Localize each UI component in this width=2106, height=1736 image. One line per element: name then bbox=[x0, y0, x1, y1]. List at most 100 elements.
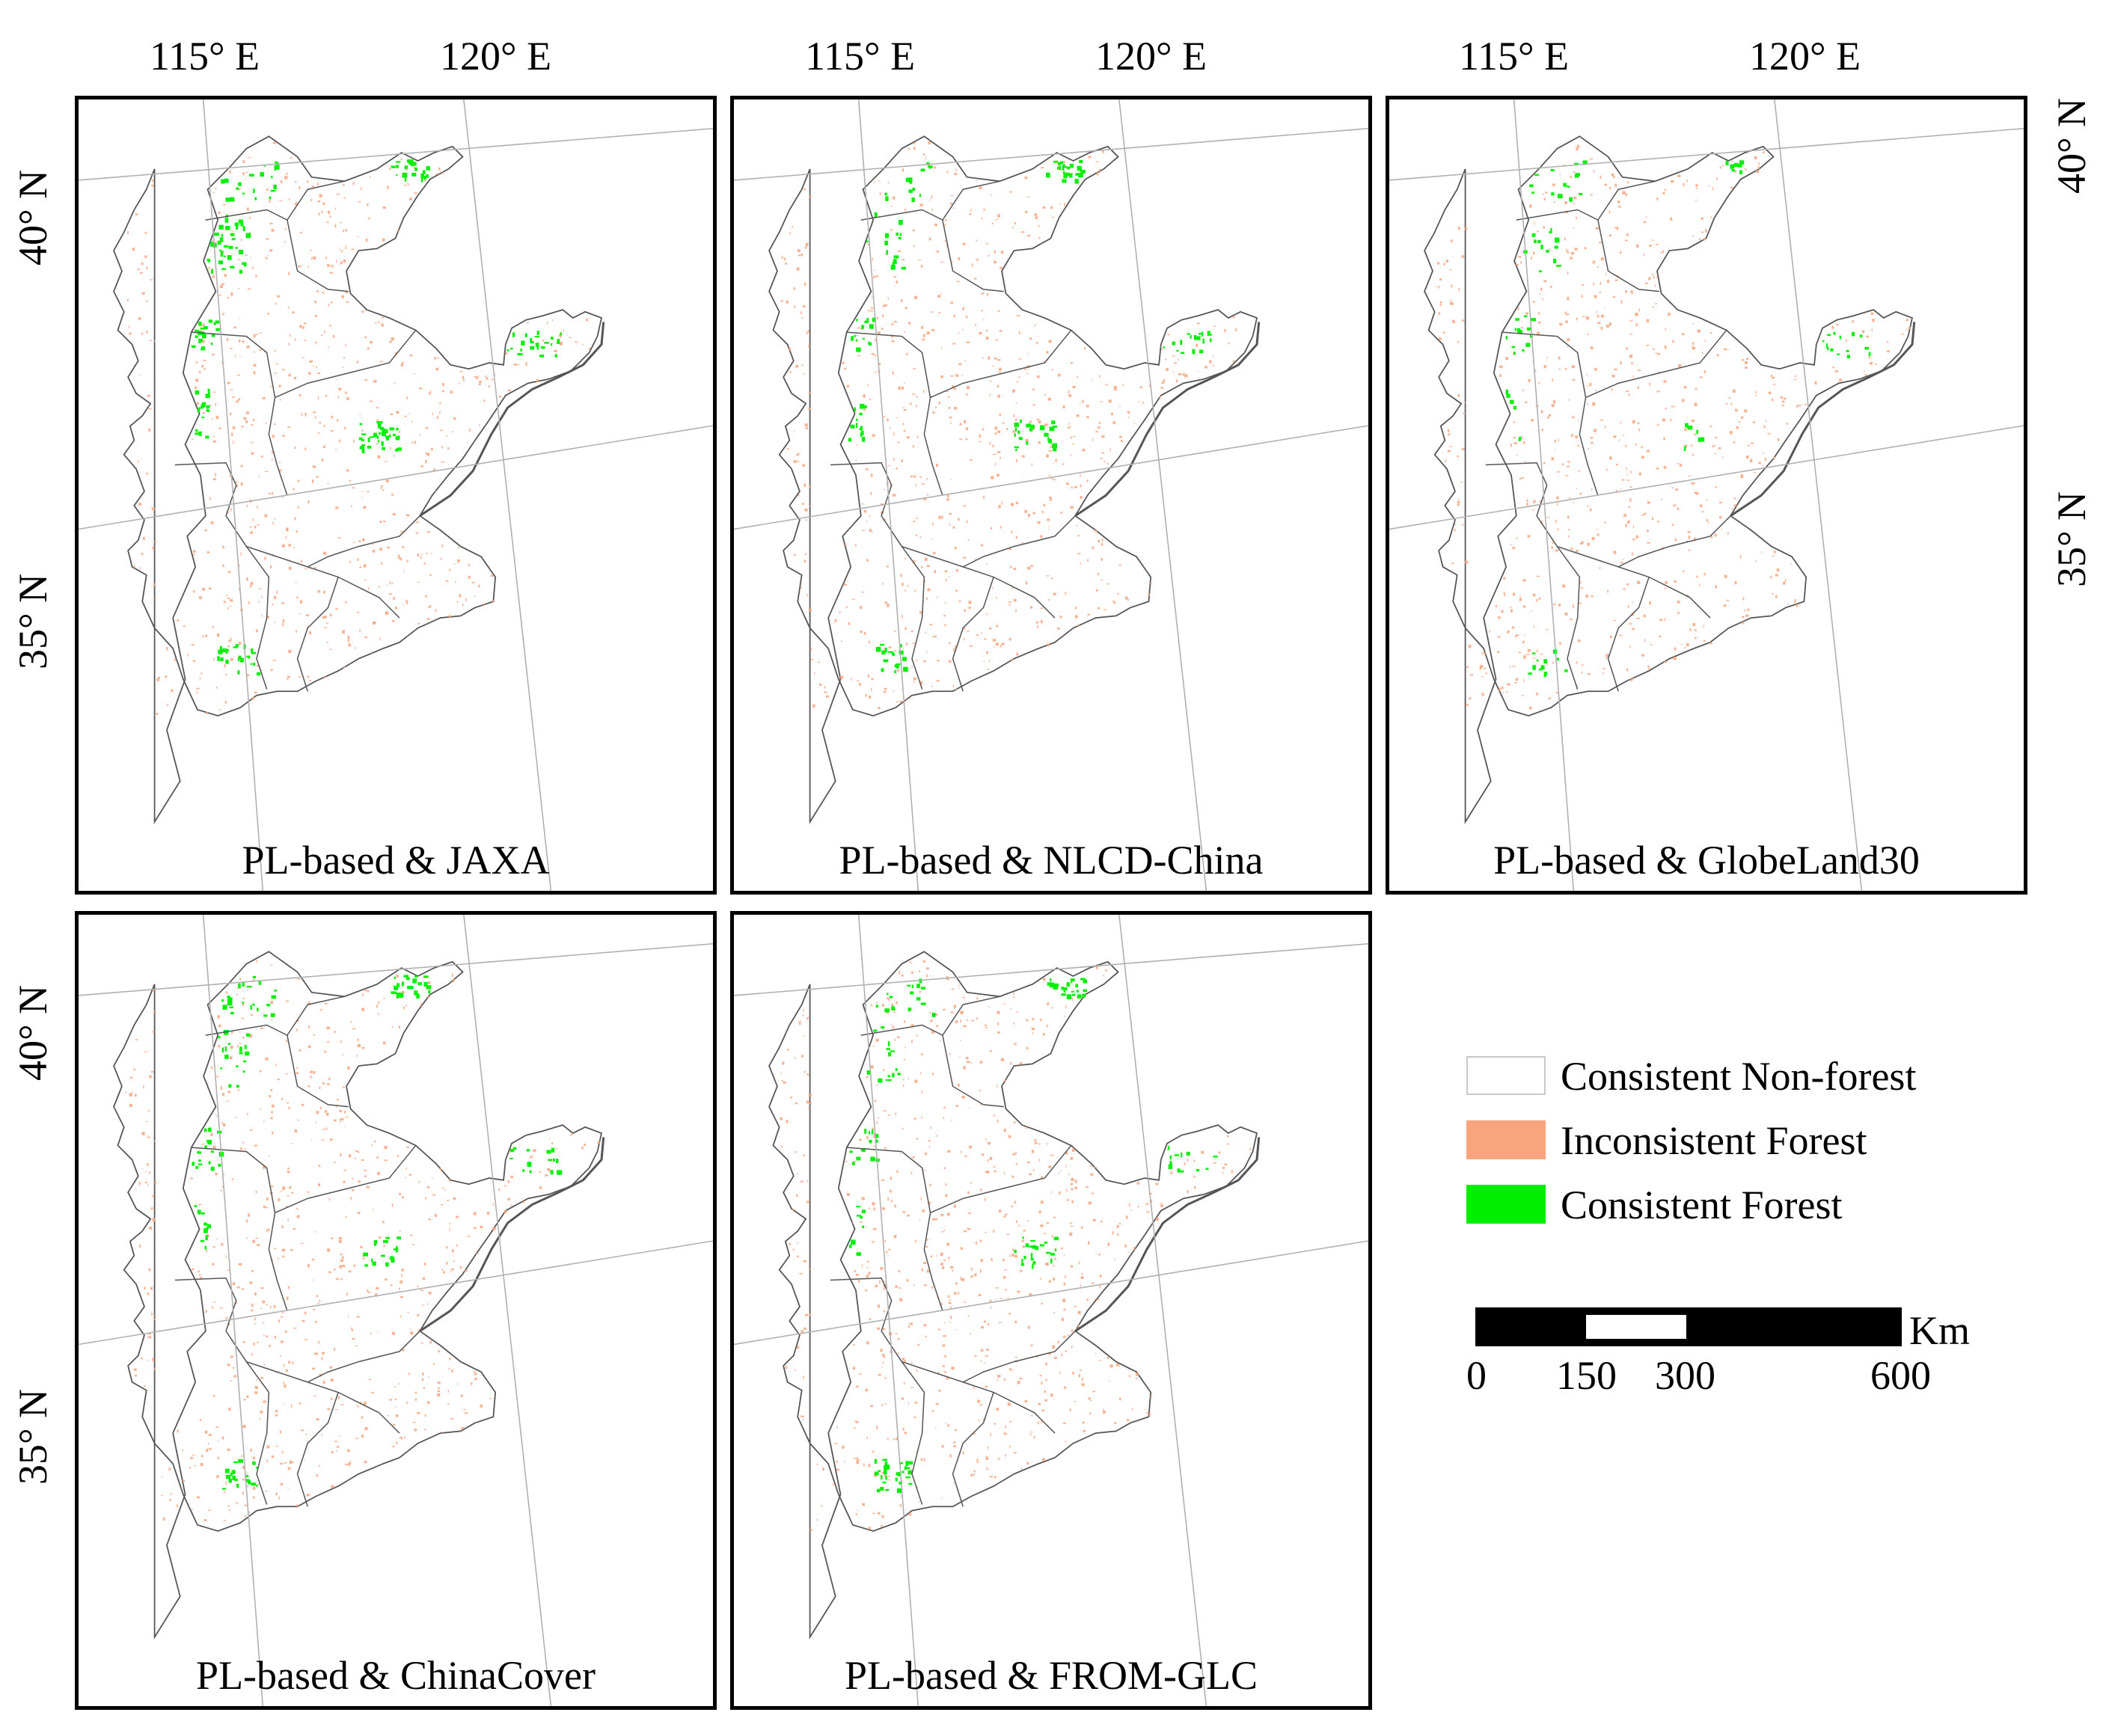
inconsistent-forest-pixel bbox=[407, 183, 409, 185]
inconsistent-forest-pixel bbox=[308, 1076, 310, 1078]
inconsistent-forest-pixel bbox=[231, 396, 235, 398]
inconsistent-forest-pixel bbox=[1050, 478, 1054, 479]
inconsistent-forest-pixel bbox=[1075, 607, 1077, 610]
inconsistent-forest-pixel bbox=[1587, 385, 1589, 387]
consistent-forest-pixel bbox=[1021, 1259, 1023, 1263]
consistent-forest-pixel bbox=[551, 1147, 555, 1153]
inconsistent-forest-pixel bbox=[946, 498, 949, 501]
inconsistent-forest-pixel bbox=[141, 292, 145, 295]
inconsistent-forest-pixel bbox=[884, 1377, 887, 1379]
inconsistent-forest-pixel bbox=[1768, 391, 1772, 395]
inconsistent-forest-pixel bbox=[1702, 352, 1704, 355]
inconsistent-forest-pixel bbox=[984, 638, 986, 640]
inconsistent-forest-pixel bbox=[1481, 651, 1483, 654]
inconsistent-forest-pixel bbox=[1029, 606, 1033, 609]
inconsistent-forest-pixel bbox=[944, 602, 947, 604]
inconsistent-forest-pixel bbox=[1521, 326, 1523, 328]
inconsistent-forest-pixel bbox=[926, 974, 928, 978]
inconsistent-forest-pixel bbox=[1555, 692, 1559, 694]
consistent-forest-pixel bbox=[1531, 191, 1534, 194]
inconsistent-forest-pixel bbox=[803, 304, 806, 308]
inconsistent-forest-pixel bbox=[296, 1028, 297, 1031]
inconsistent-forest-pixel bbox=[224, 1491, 226, 1493]
inconsistent-forest-pixel bbox=[1551, 546, 1554, 549]
inconsistent-forest-pixel bbox=[1524, 401, 1528, 403]
inconsistent-forest-pixel bbox=[1521, 321, 1522, 322]
inconsistent-forest-pixel bbox=[1603, 672, 1604, 674]
consistent-forest-pixel bbox=[891, 1006, 896, 1010]
inconsistent-forest-pixel bbox=[236, 1045, 239, 1048]
inconsistent-forest-pixel bbox=[341, 295, 344, 298]
inconsistent-forest-pixel bbox=[356, 612, 360, 613]
inconsistent-forest-pixel bbox=[786, 1120, 789, 1123]
inconsistent-forest-pixel bbox=[1127, 411, 1130, 414]
inconsistent-forest-pixel bbox=[321, 1139, 325, 1141]
consistent-forest-pixel bbox=[391, 1257, 395, 1263]
inconsistent-forest-pixel bbox=[165, 675, 168, 678]
inconsistent-forest-pixel bbox=[347, 1463, 350, 1466]
inconsistent-forest-pixel bbox=[1100, 401, 1103, 402]
inconsistent-forest-pixel bbox=[881, 1515, 884, 1518]
inconsistent-forest-pixel bbox=[869, 640, 870, 644]
inconsistent-forest-pixel bbox=[420, 465, 424, 467]
inconsistent-forest-pixel bbox=[884, 1240, 887, 1242]
inconsistent-forest-pixel bbox=[943, 615, 946, 617]
inconsistent-forest-pixel bbox=[1635, 444, 1638, 446]
inconsistent-forest-pixel bbox=[505, 352, 508, 355]
inconsistent-forest-pixel bbox=[329, 272, 332, 274]
inconsistent-forest-pixel bbox=[417, 1411, 420, 1414]
inconsistent-forest-pixel bbox=[970, 1267, 973, 1271]
inconsistent-forest-pixel bbox=[1587, 673, 1591, 675]
inconsistent-forest-pixel bbox=[1035, 621, 1038, 624]
inconsistent-forest-pixel bbox=[560, 343, 562, 346]
inconsistent-forest-pixel bbox=[1564, 311, 1567, 315]
consistent-forest-pixel bbox=[1846, 350, 1849, 352]
inconsistent-forest-pixel bbox=[227, 1269, 230, 1272]
inconsistent-forest-pixel bbox=[379, 548, 383, 550]
inconsistent-forest-pixel bbox=[480, 1404, 483, 1408]
inconsistent-forest-pixel bbox=[1018, 331, 1020, 335]
inconsistent-forest-pixel bbox=[928, 1201, 931, 1205]
inconsistent-forest-pixel bbox=[964, 1301, 967, 1303]
inconsistent-forest-pixel bbox=[884, 1473, 887, 1477]
consistent-forest-pixel bbox=[411, 163, 413, 167]
inconsistent-forest-pixel bbox=[1011, 1254, 1014, 1257]
inconsistent-forest-pixel bbox=[852, 1367, 856, 1370]
inconsistent-forest-pixel bbox=[960, 1247, 963, 1250]
inconsistent-forest-pixel bbox=[284, 1364, 285, 1367]
inconsistent-forest-pixel bbox=[1015, 1220, 1017, 1223]
inconsistent-forest-pixel bbox=[991, 194, 992, 196]
inconsistent-forest-pixel bbox=[1039, 1375, 1042, 1377]
inconsistent-forest-pixel bbox=[530, 340, 533, 342]
inconsistent-forest-pixel bbox=[299, 186, 301, 189]
inconsistent-forest-pixel bbox=[1718, 501, 1722, 503]
inconsistent-forest-pixel bbox=[1140, 386, 1142, 389]
inconsistent-forest-pixel bbox=[908, 1512, 912, 1516]
consistent-forest-pixel bbox=[1564, 669, 1568, 672]
inconsistent-forest-pixel bbox=[204, 1430, 208, 1434]
inconsistent-forest-pixel bbox=[367, 347, 370, 350]
consistent-forest-pixel bbox=[199, 340, 203, 343]
inconsistent-forest-pixel bbox=[910, 1387, 914, 1388]
consistent-forest-pixel bbox=[201, 346, 206, 351]
inconsistent-forest-pixel bbox=[352, 487, 355, 489]
inconsistent-forest-pixel bbox=[887, 604, 890, 607]
inconsistent-forest-pixel bbox=[441, 461, 445, 463]
inconsistent-forest-pixel bbox=[277, 1079, 280, 1081]
inconsistent-forest-pixel bbox=[1635, 313, 1638, 316]
inconsistent-forest-pixel bbox=[457, 559, 461, 562]
inconsistent-forest-pixel bbox=[993, 1166, 996, 1168]
province-boundary bbox=[245, 1361, 270, 1505]
inconsistent-forest-pixel bbox=[441, 446, 444, 449]
inconsistent-forest-pixel bbox=[1558, 357, 1561, 360]
inconsistent-forest-pixel bbox=[1772, 398, 1774, 402]
inconsistent-forest-pixel bbox=[1014, 222, 1016, 224]
inconsistent-forest-pixel bbox=[441, 1268, 444, 1271]
inconsistent-forest-pixel bbox=[215, 416, 219, 420]
inconsistent-forest-pixel bbox=[1116, 1233, 1119, 1236]
consistent-forest-pixel bbox=[1049, 426, 1055, 432]
inconsistent-forest-pixel bbox=[796, 453, 799, 456]
inconsistent-forest-pixel bbox=[1701, 217, 1704, 220]
inconsistent-forest-pixel bbox=[144, 1286, 146, 1289]
inconsistent-forest-pixel bbox=[1533, 500, 1537, 502]
